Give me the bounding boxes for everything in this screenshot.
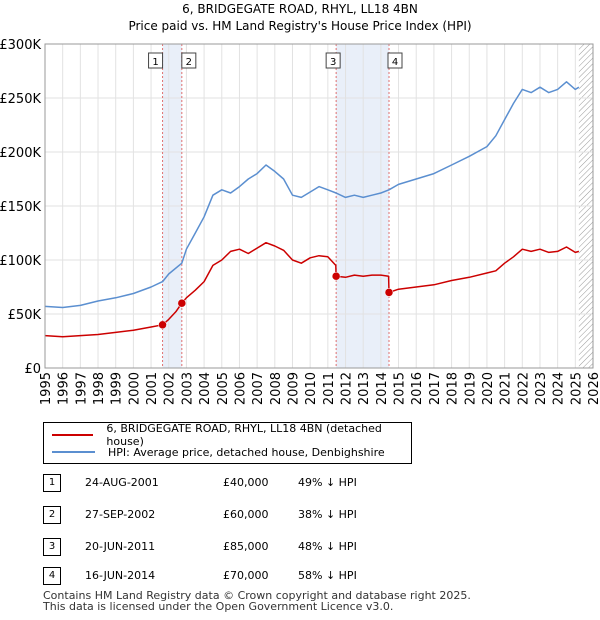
sale-hpi-diff: 38% ↓ HPI: [298, 508, 357, 521]
x-tick-label: 2021: [499, 372, 514, 405]
sale-number-box: [148, 52, 164, 69]
x-tick-label: 2001: [145, 372, 160, 405]
sale-price: £40,000: [223, 476, 269, 489]
x-tick-label: 2016: [410, 372, 425, 405]
x-tick-label: 2002: [163, 372, 178, 405]
x-tick-label: 2022: [516, 372, 531, 405]
legend-swatch-hpi: [52, 451, 95, 453]
y-tick-label: £0: [24, 362, 41, 377]
plot-frame: [44, 43, 594, 369]
x-tick-label: 2025: [569, 372, 584, 405]
x-tick-label: 2018: [446, 372, 461, 405]
y-tick-label: £150K: [0, 200, 41, 215]
x-tick-label: 1999: [110, 372, 125, 405]
footer-licence: This data is licensed under the Open Gov…: [43, 600, 394, 613]
x-tick-label: 2009: [286, 372, 301, 405]
sale-price: £60,000: [223, 508, 269, 521]
sale-row: 3 20-JUN-2011 £85,000 48% ↓ HPI: [43, 538, 443, 556]
sale-number-badge: 4: [43, 567, 61, 585]
legend-item-hpi: HPI: Average price, detached house, Denb…: [52, 445, 385, 459]
sale-row: 4 16-JUN-2014 £70,000 58% ↓ HPI: [43, 567, 443, 585]
hpi-line: [44, 81, 580, 309]
sale-number-label: 3: [330, 57, 336, 68]
footer-copyright: Contains HM Land Registry data © Crown c…: [43, 589, 471, 602]
chart-subtitle: Price paid vs. HM Land Registry's House …: [128, 19, 472, 33]
sale-number-box: [325, 52, 341, 69]
x-tick-label: 1998: [92, 372, 107, 405]
sale-number-label: 2: [186, 57, 192, 68]
x-tick-label: 1995: [39, 372, 54, 405]
x-tick-label: 2020: [481, 372, 496, 405]
y-tick-label: £250K: [0, 92, 41, 107]
x-tick-label: 2017: [428, 372, 443, 405]
legend-swatch-property: [52, 434, 94, 436]
sale-number-box: [181, 52, 197, 69]
chart-title: 6, BRIDGEGATE ROAD, RHYL, LL18 4BN: [182, 2, 418, 16]
x-tick-label: 1997: [74, 372, 89, 405]
x-tick-label: 2013: [357, 372, 372, 405]
x-tick-label: 2015: [393, 372, 408, 405]
sale-number-badge: 1: [43, 474, 61, 492]
chart-legend: 6, BRIDGEGATE ROAD, RHYL, LL18 4BN (deta…: [43, 422, 412, 464]
y-tick-label: £300K: [0, 38, 41, 53]
sale-point: [384, 288, 394, 297]
x-tick-label: 2011: [322, 372, 337, 405]
x-tick-label: 2024: [552, 372, 567, 405]
legend-item-property: 6, BRIDGEGATE ROAD, RHYL, LL18 4BN (deta…: [52, 422, 411, 448]
sale-hpi-diff: 58% ↓ HPI: [298, 569, 357, 582]
x-tick-label: 2004: [198, 372, 213, 405]
sale-number-label: 1: [152, 57, 158, 68]
sale-date: 27-SEP-2002: [85, 508, 156, 521]
sale-price: £85,000: [223, 540, 269, 553]
x-tick-label: 2023: [534, 372, 549, 405]
sale-hpi-diff: 49% ↓ HPI: [298, 476, 357, 489]
sale-number-label: 4: [392, 57, 398, 68]
x-tick-label: 2005: [216, 372, 231, 405]
sale-hpi-diff: 48% ↓ HPI: [298, 540, 357, 553]
legend-label-hpi: HPI: Average price, detached house, Denb…: [108, 445, 385, 459]
x-tick-label: 2019: [463, 372, 478, 405]
y-tick-label: £100K: [0, 254, 41, 269]
sale-price: £70,000: [223, 569, 269, 582]
sale-point: [177, 298, 187, 308]
sale-date: 24-AUG-2001: [85, 476, 159, 489]
property-price-line: [44, 241, 580, 338]
sale-row: 2 27-SEP-2002 £60,000 38% ↓ HPI: [43, 506, 443, 524]
y-tick-label: £50K: [8, 308, 42, 323]
sale-number-box: [387, 52, 403, 69]
sale-row: 1 24-AUG-2001 £40,000 49% ↓ HPI: [43, 474, 443, 492]
footer: Contains HM Land Registry data © Crown c…: [43, 590, 471, 612]
x-tick-label: 2014: [375, 372, 390, 405]
x-tick-label: 2026: [587, 372, 600, 405]
x-tick-label: 2007: [251, 372, 266, 405]
x-tick-label: 2010: [304, 372, 319, 405]
sale-point: [158, 320, 167, 330]
y-tick-label: £200K: [0, 146, 41, 161]
x-tick-label: 2012: [340, 372, 355, 405]
x-tick-label: 2006: [233, 372, 248, 405]
x-tick-label: 1996: [57, 372, 72, 405]
sale-number-badge: 2: [43, 506, 61, 524]
sale-number-badge: 3: [43, 538, 61, 556]
legend-label-property: 6, BRIDGEGATE ROAD, RHYL, LL18 4BN (deta…: [106, 422, 382, 448]
x-tick-label: 2003: [180, 372, 195, 405]
sale-date: 20-JUN-2011: [85, 540, 156, 553]
x-tick-label: 2000: [127, 372, 142, 405]
x-tick-label: 2008: [269, 372, 284, 405]
sale-point: [331, 271, 341, 281]
sale-date: 16-JUN-2014: [85, 569, 156, 582]
